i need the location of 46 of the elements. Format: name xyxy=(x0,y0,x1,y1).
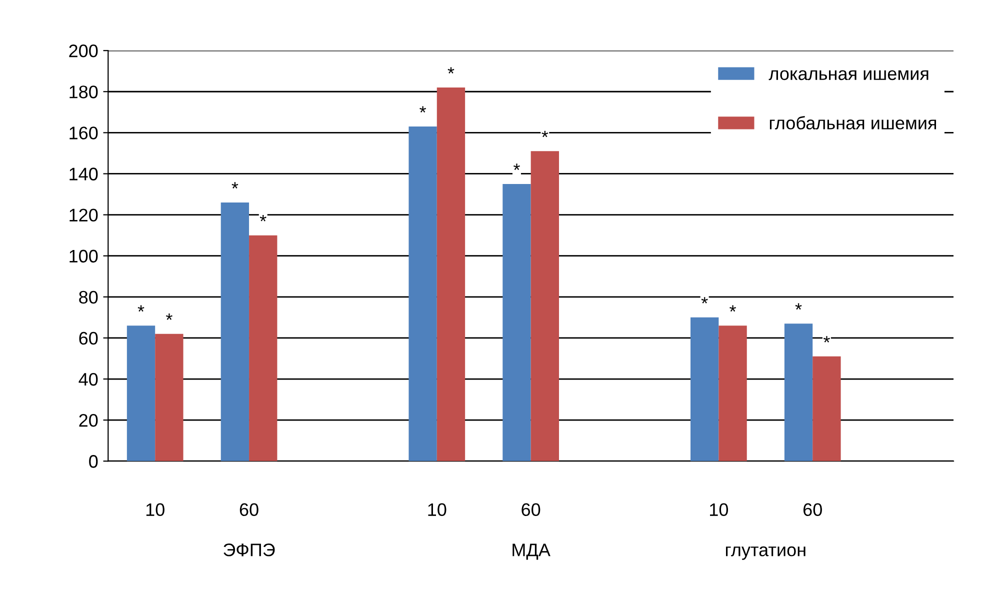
data-label: * xyxy=(260,214,266,222)
x-tick-label: 60 xyxy=(240,503,258,516)
bar xyxy=(530,151,559,462)
y-tick-label: 100 xyxy=(70,250,98,263)
bar xyxy=(126,326,156,462)
bar xyxy=(249,235,278,462)
bar xyxy=(812,356,841,462)
data-label: * xyxy=(514,164,520,170)
y-tick-label: 140 xyxy=(70,168,98,180)
y-tick-label: 0 xyxy=(89,455,98,468)
text: глутатион xyxy=(726,546,806,560)
legend-label: локальная ишемия xyxy=(768,70,928,80)
data-label: * xyxy=(823,336,830,342)
data-label: * xyxy=(166,314,172,320)
data-label: * xyxy=(542,130,548,138)
text: ЭФПЭ xyxy=(224,544,275,556)
data-label: * xyxy=(730,305,736,312)
y-tick-label: 160 xyxy=(70,126,98,140)
x-tick-label: 10 xyxy=(710,503,728,516)
y-tick-label: 200 xyxy=(69,44,98,58)
y-tick-label: 40 xyxy=(78,372,98,386)
y-tick-label: 180 xyxy=(70,86,98,98)
bar xyxy=(718,326,747,462)
bar xyxy=(436,88,466,462)
data-label: * xyxy=(420,106,426,113)
bar xyxy=(784,324,813,462)
bar xyxy=(502,184,531,462)
bar xyxy=(220,202,250,462)
x-tick-label: 10 xyxy=(146,503,164,516)
y-tick-label: 120 xyxy=(70,208,98,222)
data-label: * xyxy=(448,67,454,74)
bar xyxy=(155,334,184,462)
bar xyxy=(690,317,719,462)
data-label: * xyxy=(795,303,802,310)
x-tick-label: 60 xyxy=(522,503,540,516)
legend-label: глобальная ишемия xyxy=(770,116,936,130)
y-tick-label: 80 xyxy=(79,290,98,304)
data-label: * xyxy=(232,182,238,188)
x-tick-label: 10 xyxy=(428,503,446,516)
y-tick-label: 60 xyxy=(79,332,98,345)
x-tick-label: 60 xyxy=(803,503,822,516)
text: МДА xyxy=(512,544,550,560)
y-tick-label: 20 xyxy=(79,414,98,427)
bar xyxy=(408,126,437,462)
data-label: * xyxy=(138,305,144,312)
data-label: * xyxy=(701,297,708,304)
